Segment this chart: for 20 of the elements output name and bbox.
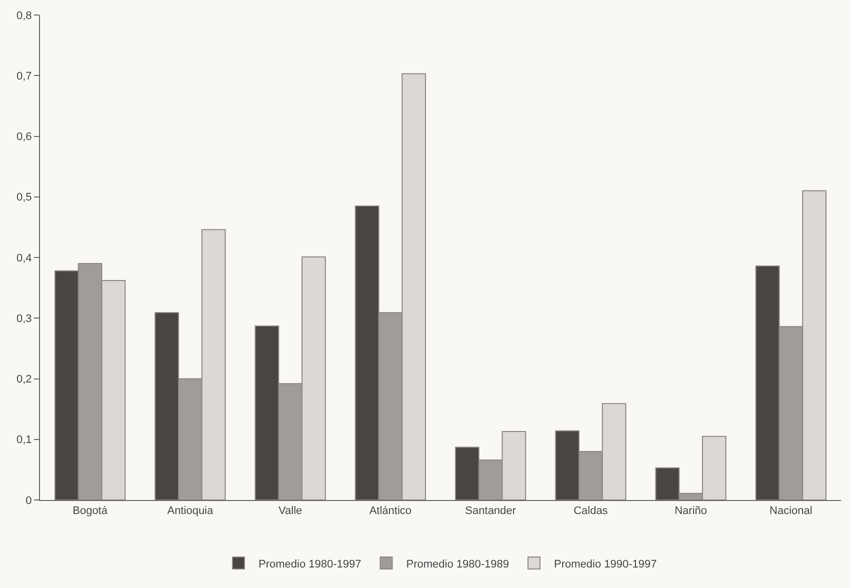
x-tick-label: Nariño — [674, 505, 708, 518]
y-tick-label: 0,5 — [16, 192, 32, 204]
x-tick-label: Bogotá — [72, 505, 108, 518]
legend-label: Promedio 1980-1997 — [258, 558, 362, 570]
x-tick-label: Atlántico — [369, 505, 412, 518]
y-tick-label: 0,8 — [16, 10, 32, 22]
y-tick-label: 0,3 — [16, 312, 32, 325]
legend-label: Promedio 1980-1989 — [406, 558, 509, 570]
x-tick-label: Santander — [465, 505, 516, 518]
y-tick-label: 0,7 — [16, 70, 32, 82]
y-tick-label: 0,6 — [16, 131, 32, 144]
x-tick-label: Valle — [278, 505, 302, 518]
x-tick-label: Antioquia — [167, 505, 214, 518]
x-tick-label: Caldas — [574, 505, 608, 518]
y-tick-label: 0,2 — [16, 374, 32, 386]
y-tick-label: 0,4 — [16, 252, 32, 264]
y-tick-label: 0 — [26, 494, 32, 507]
x-tick-label: Nacional — [770, 505, 812, 518]
y-tick-label: 0,1 — [16, 434, 32, 446]
legend-label: Promedio 1990-1997 — [554, 558, 657, 570]
